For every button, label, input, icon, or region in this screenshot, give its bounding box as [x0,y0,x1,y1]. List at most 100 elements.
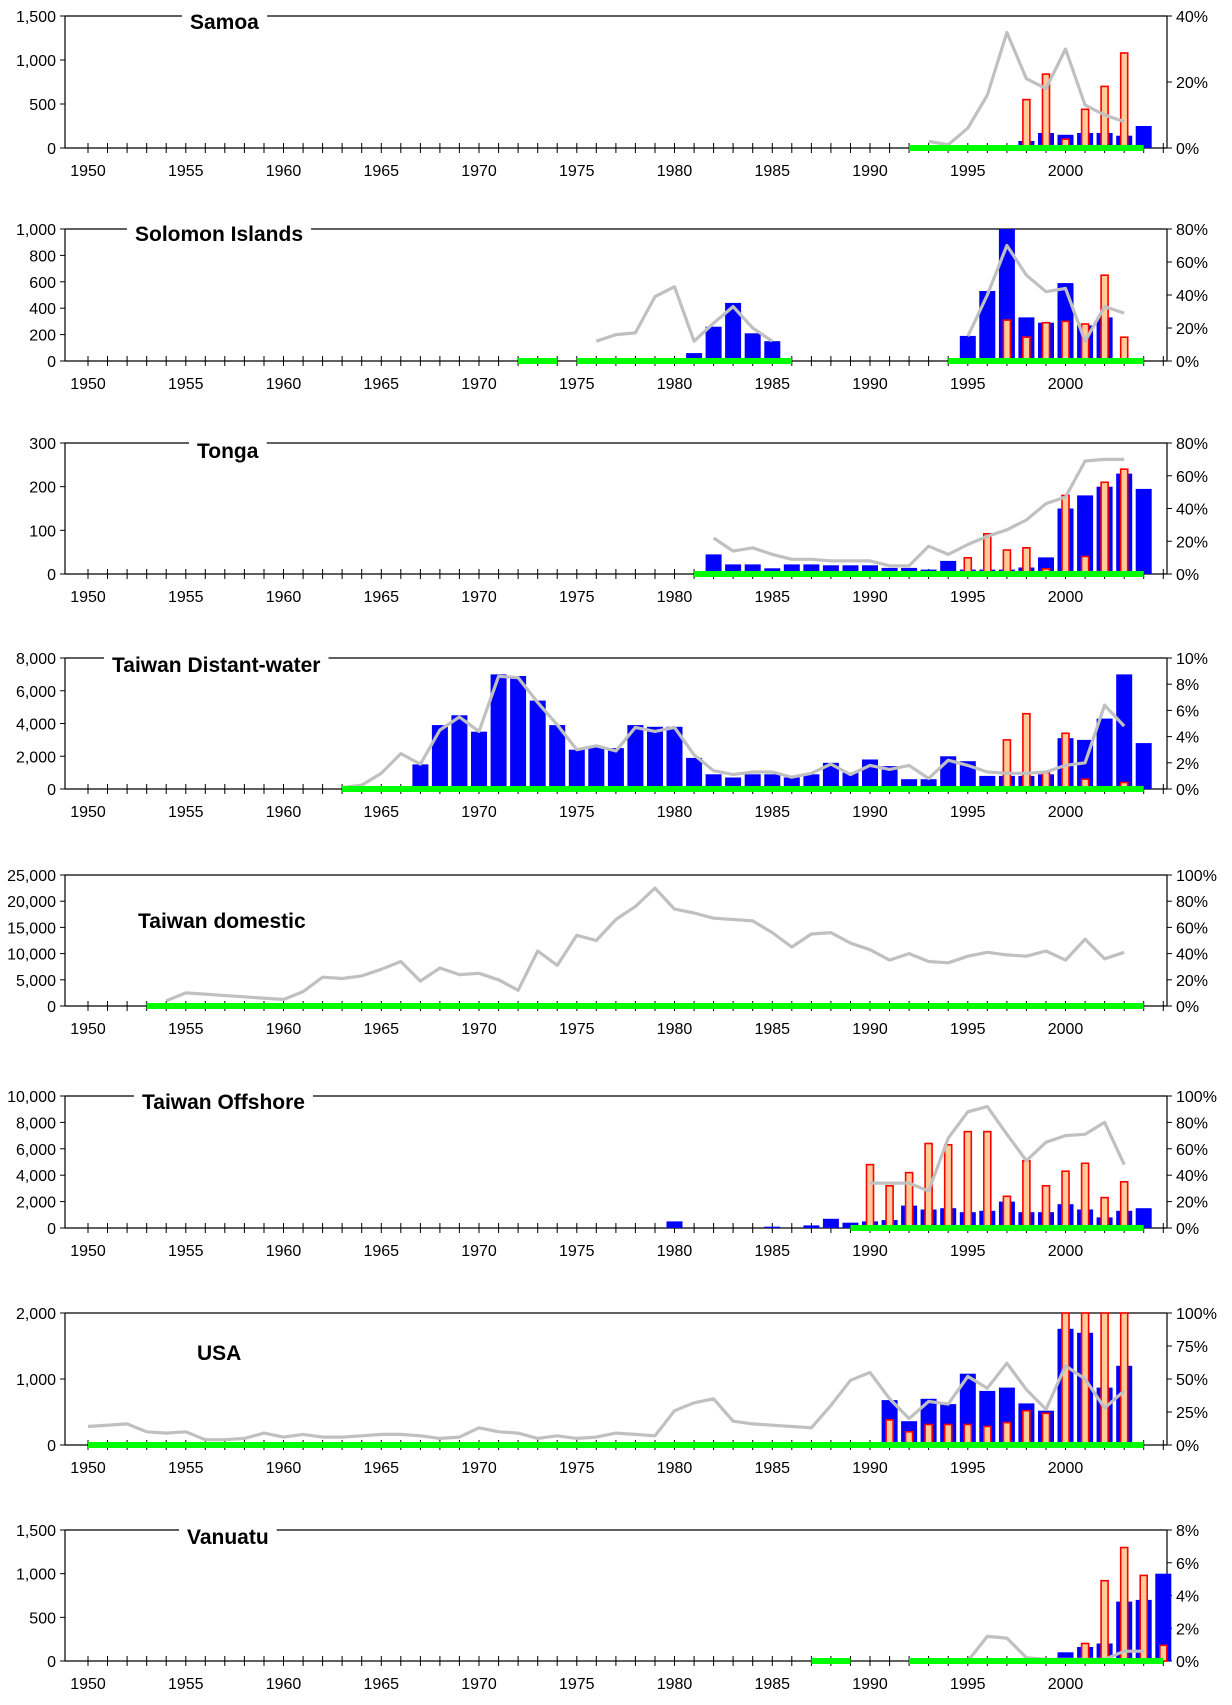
y-tick-label: 15,000 [7,920,56,937]
x-tick-label: 1950 [70,1460,106,1477]
panel-taiwan-distant-water: 0 2,000 4,000 6,000 8,000 0% 2% 4% 6% 8% 10% 1950 19… [16,651,1208,821]
bar-red [1119,336,1129,362]
x-tick-label: 1985 [754,1460,790,1477]
bar-blue [822,1218,839,1228]
x-tick-label: 1995 [950,1243,986,1260]
y2-tick-label: 6% [1176,1556,1199,1573]
y2-tick-label: 60% [1176,469,1208,486]
bar-red [1002,549,1012,575]
x-tick-label: 1990 [852,1460,888,1477]
x-tick-label: 1950 [70,589,106,606]
y2-tick-label: 20% [1176,75,1208,92]
bar-red [1061,732,1070,790]
axis-frame [64,442,1168,575]
x-tick-label: 1970 [461,804,497,821]
y-tick-label: 100 [29,523,56,540]
bar-red [1022,98,1031,149]
bar-red [1100,1196,1109,1229]
bar-red [1159,1644,1168,1662]
bar-blue [725,302,742,361]
bar-blue [959,335,976,361]
bar-blue [705,326,722,361]
bar-blue [940,560,957,574]
x-tick-label: 1970 [461,589,497,606]
bar-blue [1155,1573,1172,1661]
bar-red [1100,1579,1109,1662]
y2-tick-label: 0% [1176,999,1199,1016]
panel-taiwan-offshore: 0 2,000 4,000 6,000 8,000 10,000 0% 20% 40% 60% 80… [7,1089,1217,1260]
x-tick-label: 1955 [168,804,204,821]
y2-tick-label: 60% [1176,255,1208,272]
bar-red [1080,108,1090,149]
panel-solomon-islands: 0 200 400 600 800 1,000 0% 20% 40% 60% 80% 1950 1955… [16,221,1208,393]
bar-blue [705,774,722,789]
line-grey [595,285,774,343]
bar-red [1002,1195,1012,1229]
y-tick-label: 4,000 [16,717,56,734]
y2-tick-label: 75% [1176,1339,1208,1356]
x-tick-label: 1965 [363,163,399,180]
x-tick-label: 1965 [363,1243,399,1260]
x-tick-label: 1955 [168,589,204,606]
panel-title: USA [197,1342,241,1365]
x-tick-label: 1965 [363,589,399,606]
x-tick-label: 1995 [950,1460,986,1477]
x-tick-label: 1965 [363,376,399,393]
panel-samoa: 0 500 1,000 1,500 0% 20% 40% 1950 1955 1960 1965 19… [16,9,1208,180]
y2-tick-label: 20% [1176,534,1208,551]
bar-blue [666,1221,683,1228]
bar-red [982,1130,992,1229]
bar-red [1002,1421,1012,1446]
bar-red [1022,546,1031,575]
bar-red [963,1423,973,1446]
y-tick-label: 25,000 [7,868,56,885]
bar-blue [1135,1208,1152,1228]
y2-tick-label: 8% [1176,1523,1199,1540]
bar-blue [822,565,839,574]
y-tick-label: 0 [47,782,56,799]
y-tick-label: 6,000 [16,1142,56,1159]
y2-tick-label: 2% [1176,1621,1199,1638]
bar-red [943,1423,953,1446]
bar-blue [451,715,468,789]
y-tick-label: 8,000 [16,1115,56,1132]
x-tick-label: 1985 [754,804,790,821]
x-tick-label: 1995 [950,804,986,821]
bar-red [885,1185,894,1229]
y-tick-label: 0 [47,1221,56,1238]
x-tick-label: 1980 [657,1676,693,1693]
y2-tick-label: 0% [1176,1221,1199,1238]
x-tick-label: 1950 [70,1676,106,1693]
bar-red [1022,1409,1031,1446]
x-tick-label: 1955 [168,376,204,393]
y2-tick-label: 10% [1176,651,1208,668]
x-tick-label: 1960 [266,1021,302,1038]
x-tick-label: 1995 [950,1021,986,1038]
bar-blue [725,564,742,574]
y2-tick-label: 0% [1176,567,1199,584]
y-tick-label: 0 [47,141,56,158]
y2-tick-label: 4% [1176,1589,1199,1606]
panel-title: Taiwan Distant-water [112,654,320,677]
axis-frame [64,228,1168,362]
line-grey [966,243,1125,343]
x-tick-label: 1960 [266,804,302,821]
bar-blue [705,554,722,574]
y-tick-label: 1,000 [16,1567,56,1584]
bar-blue [842,565,859,574]
bar-blue [510,676,527,789]
y2-tick-label: 40% [1176,9,1208,26]
bar-red [982,532,992,575]
bar-blue [881,766,898,789]
bar-blue [686,353,703,361]
axis-frame [64,1529,1168,1662]
bar-blue [764,341,781,361]
x-tick-label: 1970 [461,376,497,393]
y2-tick-label: 8% [1176,677,1199,694]
y-tick-label: 8,000 [16,651,56,668]
panel-tonga: 0 100 200 300 0% 20% 40% 60% 80% 1950 1955 1960 1965… [29,436,1208,606]
bar-red [1119,468,1129,575]
x-tick-label: 1990 [852,804,888,821]
y-tick-label: 400 [29,301,56,318]
